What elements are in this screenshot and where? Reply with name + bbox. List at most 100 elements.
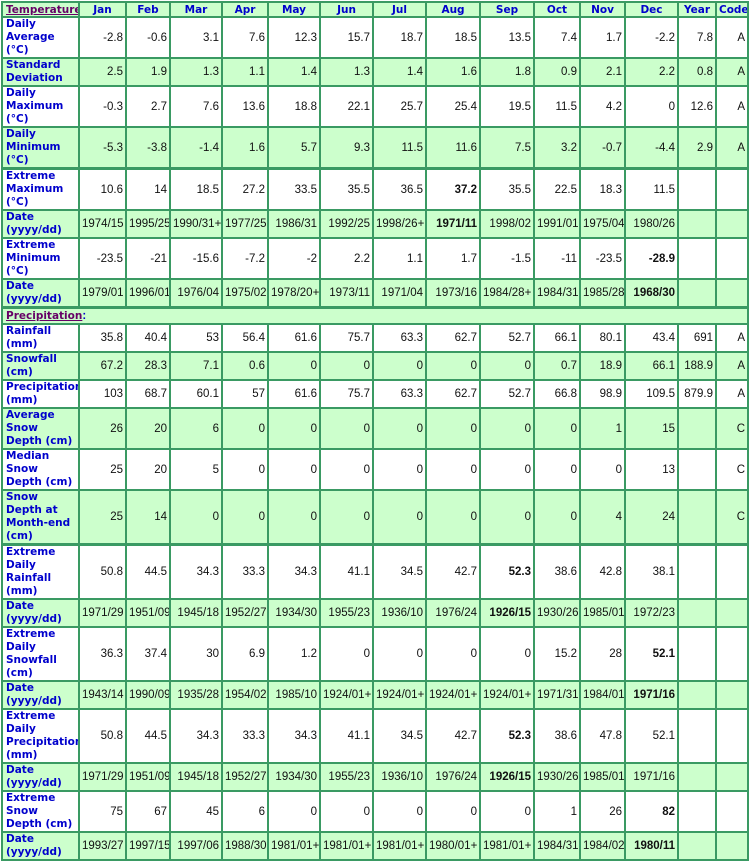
cell-code [715, 708, 749, 764]
cell-dec: 0 [624, 85, 679, 128]
cell-feb: 67 [125, 790, 171, 833]
cell-aug: 37.2 [425, 167, 481, 211]
row-label: Date (yyyy/dd) [1, 762, 80, 792]
cell-feb: 37.4 [125, 626, 171, 682]
row-label: Average Snow Depth (cm) [1, 407, 80, 450]
cell-dec: 66.1 [624, 351, 679, 381]
cell-code [715, 209, 749, 239]
cell-oct: -11 [533, 237, 581, 280]
cell-may: 0 [267, 448, 321, 491]
table-row: Average Snow Depth (cm) 26 20 6 0 0 0 0 0 0 0 1 15 C [1, 407, 749, 450]
cell-may: 0 [267, 489, 321, 546]
cell-aug: 1976/24 [425, 598, 481, 628]
cell-nov: 1984/02 [579, 831, 626, 861]
table-row: Date (yyyy/dd) 1993/27 1997/15 1997/06 1988/… [1, 831, 749, 861]
cell-sep: 52.7 [479, 379, 535, 409]
table-row: Extreme Minimum (°C) -23.5 -21 -15.6 -7.2 -2 2… [1, 237, 749, 280]
cell-aug: 1971/11 [425, 209, 481, 239]
cell-mar: -15.6 [169, 237, 223, 280]
cell-nov: 26 [579, 790, 626, 833]
cell-mar: 1990/31+ [169, 209, 223, 239]
cell-mar: 1.3 [169, 57, 223, 87]
cell-mar: 0 [169, 489, 223, 546]
cell-aug: 18.5 [425, 16, 481, 59]
table-row: Extreme Daily Precipitation (mm) 50.8 44.5… [1, 708, 749, 764]
cell-sep: 0 [479, 351, 535, 381]
column-header-mar: Mar [169, 1, 223, 18]
cell-jul: 34.5 [372, 543, 427, 600]
row-label: Daily Maximum (°C) [1, 85, 80, 128]
cell-apr: 1954/02 [221, 680, 269, 710]
cell-mar: 1945/18 [169, 598, 223, 628]
cell-year [677, 790, 717, 833]
cell-mar: 7.6 [169, 85, 223, 128]
cell-oct: 38.6 [533, 543, 581, 600]
temperature-section-header: Temperature: [1, 1, 80, 18]
cell-code [715, 626, 749, 682]
cell-mar: 7.1 [169, 351, 223, 381]
cell-jun: 41.1 [319, 543, 374, 600]
column-header-may: May [267, 1, 321, 18]
cell-feb: 1951/09 [125, 762, 171, 792]
row-label: Extreme Minimum (°C) [1, 237, 80, 280]
cell-may: 33.5 [267, 167, 321, 211]
cell-jun: 1955/23 [319, 598, 374, 628]
cell-jun: 1973/11 [319, 278, 374, 309]
cell-jan: 25 [78, 489, 127, 546]
cell-jan: 50.8 [78, 543, 127, 600]
cell-feb: 44.5 [125, 543, 171, 600]
cell-oct: 0.9 [533, 57, 581, 87]
cell-jun: 1924/01+ [319, 680, 374, 710]
cell-jan: 26 [78, 407, 127, 450]
cell-jan: 50.8 [78, 708, 127, 764]
cell-jul: 0 [372, 626, 427, 682]
temperature-link[interactable]: Temperature [6, 3, 79, 16]
row-label: Date (yyyy/dd) [1, 680, 80, 710]
cell-code: A [715, 85, 749, 128]
cell-jan: 1971/29 [78, 598, 127, 628]
cell-jan: 75 [78, 790, 127, 833]
cell-year [677, 167, 717, 211]
cell-jul: 1936/10 [372, 762, 427, 792]
cell-year: 691 [677, 323, 717, 353]
cell-may: 0 [267, 407, 321, 450]
cell-oct: 1930/26 [533, 598, 581, 628]
cell-jul: 1924/01+ [372, 680, 427, 710]
cell-code: A [715, 323, 749, 353]
precipitation-section: Precipitation: Rainfall (mm) 35.8 40.4 53 56… [1, 306, 749, 861]
cell-jan: -23.5 [78, 237, 127, 280]
cell-may: 1981/01+ [267, 831, 321, 861]
cell-nov: 18.3 [579, 167, 626, 211]
cell-may: -2 [267, 237, 321, 280]
table-row: Precipitation (mm) 103 68.7 60.1 57 61.6 75.7 6… [1, 379, 749, 409]
cell-code: A [715, 351, 749, 381]
cell-sep: 0 [479, 790, 535, 833]
cell-jul: 0 [372, 448, 427, 491]
cell-dec: 24 [624, 489, 679, 546]
cell-oct: 1 [533, 790, 581, 833]
cell-apr: 1952/27 [221, 598, 269, 628]
column-header-code: Code [715, 1, 749, 18]
cell-code: C [715, 489, 749, 546]
cell-dec: 1980/11 [624, 831, 679, 861]
cell-jun: 1.3 [319, 57, 374, 87]
cell-apr: 6 [221, 790, 269, 833]
table-row: Extreme Daily Rainfall (mm) 50.8 44.5 34.3 3… [1, 543, 749, 600]
column-header-jun: Jun [319, 1, 374, 18]
cell-oct: 15.2 [533, 626, 581, 682]
column-header-oct: Oct [533, 1, 581, 18]
cell-oct: 1984/31 [533, 278, 581, 309]
cell-mar: 53 [169, 323, 223, 353]
cell-aug: 1.7 [425, 237, 481, 280]
cell-code [715, 237, 749, 280]
cell-feb: 20 [125, 448, 171, 491]
precipitation-link[interactable]: Precipitation [6, 310, 83, 322]
cell-jun: 1955/23 [319, 762, 374, 792]
column-header-apr: Apr [221, 1, 269, 18]
cell-nov: 98.9 [579, 379, 626, 409]
cell-year [677, 543, 717, 600]
cell-jan: 25 [78, 448, 127, 491]
cell-dec: 2.2 [624, 57, 679, 87]
cell-may: 61.6 [267, 323, 321, 353]
cell-oct: 7.4 [533, 16, 581, 59]
